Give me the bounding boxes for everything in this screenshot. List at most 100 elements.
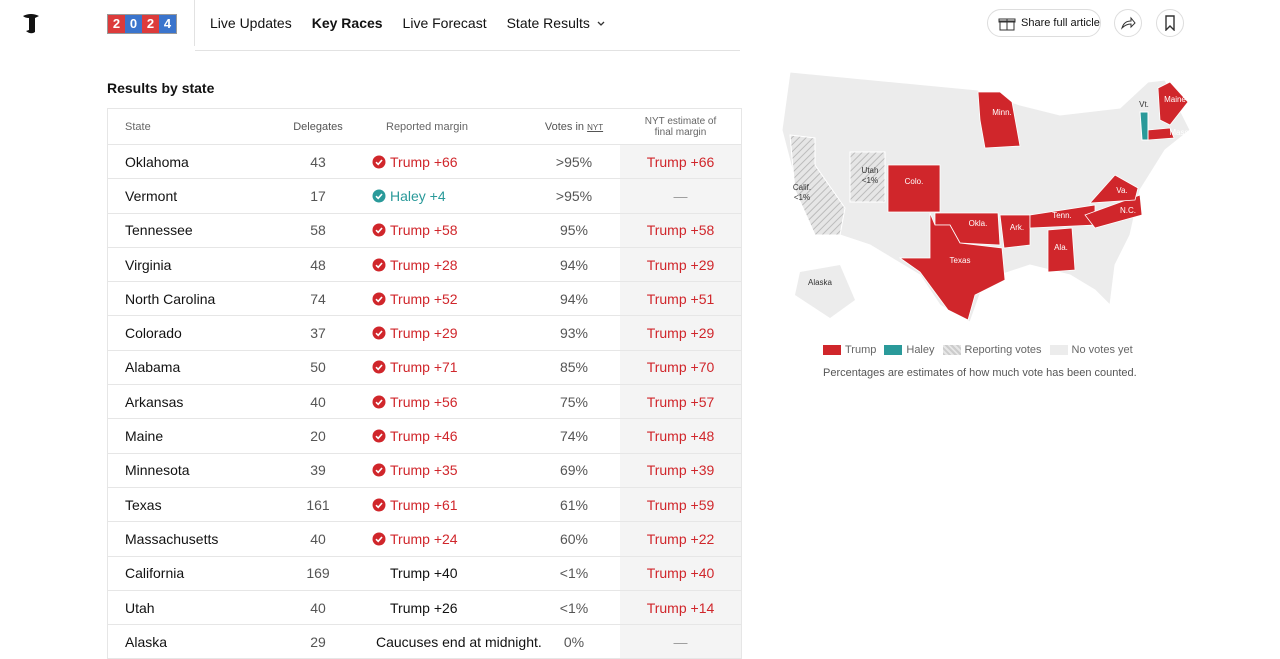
california-shape — [789, 134, 846, 236]
reported-margin: Trump +52 — [390, 290, 458, 307]
table-row: California 169 Trump +40 <1% Trump +40 — [108, 556, 741, 591]
utah-shape — [849, 151, 886, 203]
table-row: Minnesota 39 Trump +35 69% Trump +39 — [108, 453, 741, 488]
state-name: Oklahoma — [125, 153, 189, 170]
us-base — [781, 71, 1191, 323]
nav-link[interactable]: Live Updates — [210, 15, 292, 31]
state-name: North Carolina — [125, 290, 216, 307]
year-digit: 4 — [159, 15, 176, 33]
minnesota-shape — [977, 91, 1021, 149]
votes-in: <1% — [559, 599, 589, 616]
state-name: Vermont — [125, 187, 178, 204]
delegates: 50 — [310, 359, 326, 376]
reported-margin: Trump +29 — [390, 325, 458, 342]
texas-shape — [898, 212, 1006, 321]
share-button[interactable]: Share full article — [987, 9, 1101, 37]
votes-in: >95% — [555, 153, 593, 170]
table-header: State Delegates Reported margin Votes in… — [108, 109, 741, 145]
legend-label: Trump — [845, 344, 877, 356]
state-name: Tennessee — [125, 222, 193, 239]
table-row: Arkansas 40 Trump +56 75% Trump +57 — [108, 385, 741, 420]
delegates: 48 — [310, 256, 326, 273]
estimate: Trump +48 — [620, 419, 741, 453]
map-note: Percentages are estimates of how much vo… — [823, 367, 1137, 379]
us-map: Minn. Maine Vt. Mass. Calif. <1% Utah <1% Colo. O… — [781, 71, 1191, 323]
reported-margin: Trump +46 — [390, 428, 458, 445]
nyt-logo[interactable] — [20, 12, 42, 36]
alaska-shape — [795, 265, 855, 318]
map-label: Utah <1% — [862, 166, 879, 185]
state-name: Alabama — [125, 359, 181, 376]
section-title: Results by state — [107, 80, 215, 96]
called-icon — [372, 498, 386, 512]
state-name: Alaska — [125, 633, 168, 650]
table-row: Tennessee 58 Trump +58 95% Trump +58 — [108, 213, 741, 248]
delegates: 74 — [310, 290, 326, 307]
state-name: Virginia — [125, 256, 172, 273]
estimate: Trump +40 — [620, 556, 741, 590]
nav-link-wrap[interactable]: State Results — [507, 15, 606, 31]
map-label: Okla. — [969, 219, 988, 228]
delegates: 20 — [310, 428, 326, 445]
nav-link[interactable]: Live Forecast — [402, 15, 487, 31]
estimate: Trump +66 — [620, 145, 741, 179]
estimate: Trump +57 — [620, 385, 741, 419]
delegates: 29 — [310, 633, 326, 650]
header-estimate: NYT estimate of final margin — [620, 109, 741, 144]
legend-label: Reporting votes — [964, 344, 1042, 356]
map-label: Colo. — [905, 177, 924, 186]
legend-swatch — [884, 345, 903, 356]
called-icon — [372, 155, 386, 169]
divider — [194, 0, 195, 46]
margin-cell: Trump +52 — [358, 291, 528, 307]
state-name: Maine — [125, 428, 164, 445]
chevron-icon — [597, 21, 605, 26]
called-icon — [372, 326, 386, 340]
virginia-shape — [1089, 174, 1139, 204]
reported-margin: Haley +4 — [390, 187, 446, 204]
share-icon — [1120, 16, 1136, 30]
table-row: Massachusetts 40 Trump +24 60% Trump +22 — [108, 522, 741, 557]
bookmark-button[interactable] — [1156, 9, 1184, 37]
share-label: Share full article — [1021, 17, 1100, 29]
nav-link[interactable]: Key Races — [311, 15, 383, 31]
reported-margin: Trump +28 — [390, 256, 458, 273]
margin-cell: Trump +58 — [358, 222, 528, 238]
margin-cell: Trump +40 — [358, 565, 528, 581]
table-row: Maine 20 Trump +46 74% Trump +48 — [108, 419, 741, 454]
state-name: California — [125, 565, 185, 582]
reported-margin: Trump +58 — [390, 222, 458, 239]
alabama-shape — [1047, 227, 1076, 273]
state-name: Arkansas — [125, 393, 184, 410]
nav-border — [195, 50, 740, 51]
delegates: 40 — [310, 530, 326, 547]
called-icon — [372, 532, 386, 546]
votes-source[interactable]: NYT — [587, 122, 604, 132]
table-row: Oklahoma 43 Trump +66 >95% Trump +66 — [108, 145, 741, 180]
delegates: 40 — [310, 393, 326, 410]
nav-link[interactable]: State Results — [506, 15, 590, 31]
year-digit: 2 — [142, 15, 159, 33]
margin-cell: Trump +24 — [358, 531, 528, 547]
legend-label: No votes yet — [1071, 344, 1133, 356]
table-row: Colorado 37 Trump +29 93% Trump +29 — [108, 316, 741, 351]
estimate: Trump +58 — [620, 213, 741, 247]
votes-in: 94% — [559, 256, 589, 273]
vermont-shape — [1139, 111, 1149, 141]
state-name: Minnesota — [125, 462, 190, 479]
margin-cell: Trump +26 — [358, 600, 528, 616]
map-label: N.C. — [1120, 206, 1136, 215]
legend-item: No votes yet — [1049, 344, 1133, 356]
year-digit: 2 — [108, 15, 125, 33]
year-digit: 0 — [125, 15, 142, 33]
map-label: Mass. — [1169, 128, 1190, 137]
votes-in: 93% — [559, 325, 589, 342]
table-row: North Carolina 74 Trump +52 94% Trump +51 — [108, 282, 741, 317]
share-icon-button[interactable] — [1114, 9, 1142, 37]
gift-icon — [998, 18, 1016, 31]
maine-shape — [1157, 81, 1189, 126]
margin-cell: Haley +4 — [358, 188, 528, 204]
reported-margin: Trump +71 — [390, 359, 458, 376]
reported-margin: Trump +24 — [390, 530, 458, 547]
